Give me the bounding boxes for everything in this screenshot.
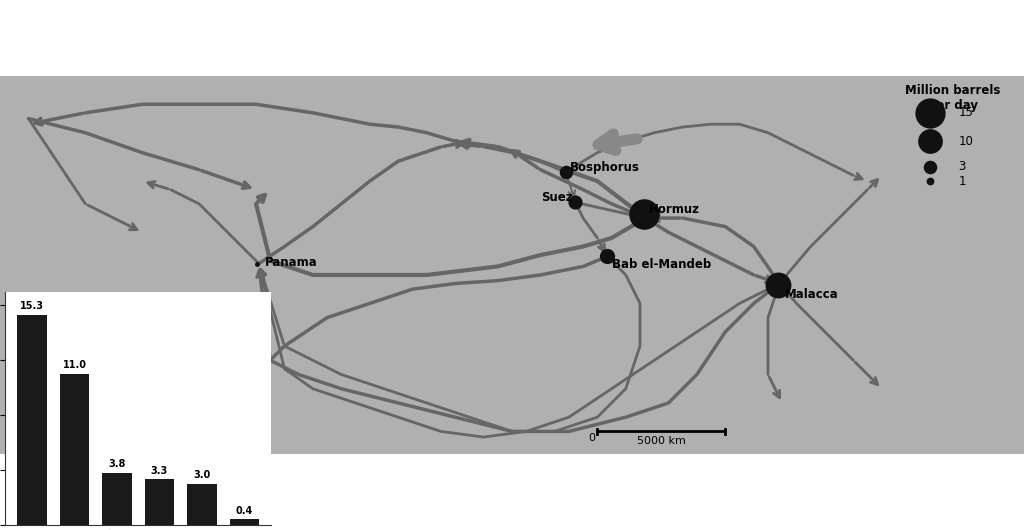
Text: Panama: Panama xyxy=(264,255,317,269)
Text: 10: 10 xyxy=(958,135,974,148)
Text: Suez: Suez xyxy=(541,191,572,204)
Text: 15.3: 15.3 xyxy=(20,302,44,312)
Text: 3.0: 3.0 xyxy=(194,470,211,480)
Text: 11.0: 11.0 xyxy=(62,360,87,370)
Text: 1: 1 xyxy=(958,174,966,188)
Text: Hormuz: Hormuz xyxy=(648,203,699,216)
Bar xyxy=(187,483,217,525)
Text: 0.4: 0.4 xyxy=(236,506,253,516)
Bar xyxy=(229,519,259,525)
Text: Million barrels
per day: Million barrels per day xyxy=(905,84,1000,112)
Text: 0: 0 xyxy=(588,433,595,443)
Bar xyxy=(59,374,89,525)
Bar xyxy=(144,480,174,525)
Text: 3.3: 3.3 xyxy=(151,466,168,476)
Text: 15: 15 xyxy=(958,107,974,119)
Text: Malacca: Malacca xyxy=(785,288,839,302)
Text: Bab el-Mandeb: Bab el-Mandeb xyxy=(611,259,711,271)
Text: 5000 km: 5000 km xyxy=(637,436,686,446)
Text: Bosphorus: Bosphorus xyxy=(570,161,640,174)
Text: 3.8: 3.8 xyxy=(109,459,126,469)
Bar xyxy=(102,473,132,525)
Text: 3: 3 xyxy=(958,161,966,173)
Bar xyxy=(17,315,47,525)
